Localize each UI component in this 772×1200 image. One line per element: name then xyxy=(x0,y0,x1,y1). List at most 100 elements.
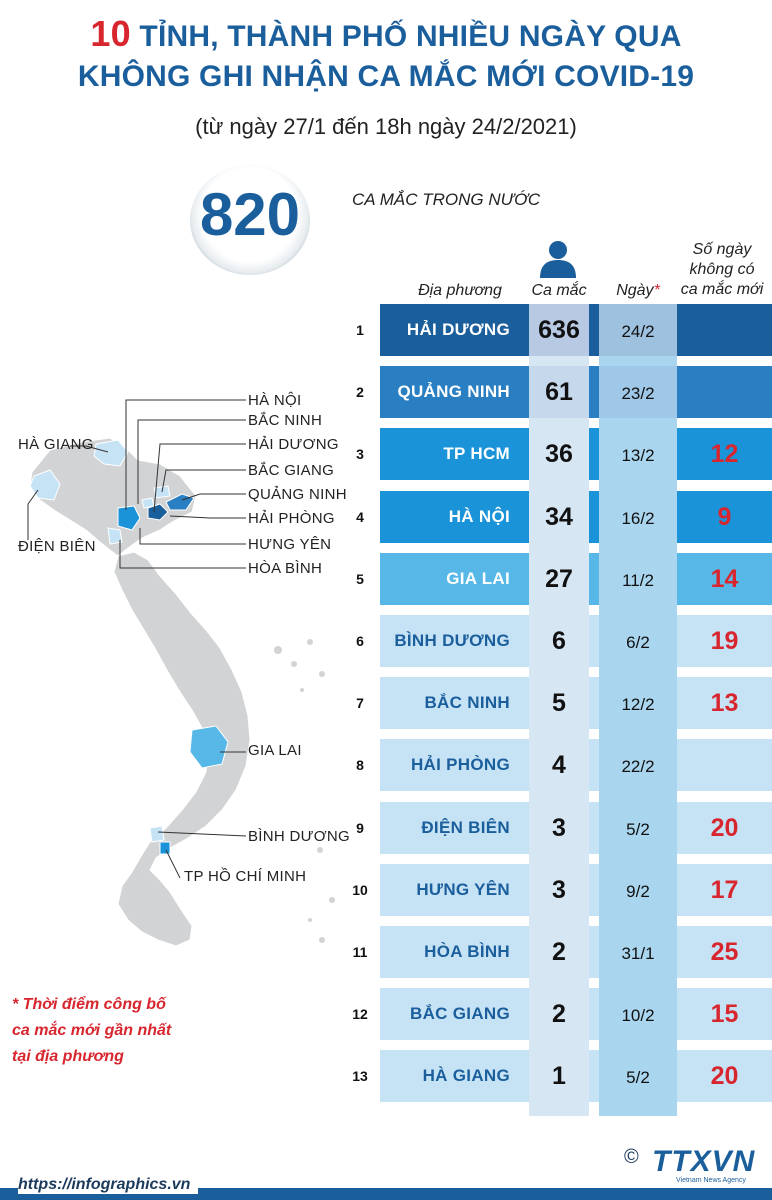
date-cell-bg xyxy=(599,615,677,667)
row-cases: 2 xyxy=(552,938,566,966)
cases-cell-bg xyxy=(529,739,589,791)
ttxvn-logo-sub: Vietnam News Agency xyxy=(676,1177,746,1184)
row-date: 16/2 xyxy=(621,509,655,528)
map-label-hoa-binh: HÒA BÌNH xyxy=(248,560,323,577)
total-label: CA MẮC TRONG NƯỚC xyxy=(352,190,541,209)
date-cell-bg xyxy=(599,428,677,480)
row-date: 13/2 xyxy=(621,446,655,465)
map-label-gia-lai: GIA LAI xyxy=(248,742,302,759)
row-date: 22/2 xyxy=(621,757,655,776)
row-date: 9/2 xyxy=(626,882,650,901)
map-label-dien-bien: ĐIỆN BIÊN xyxy=(18,538,96,555)
row-days-without-cases: 14 xyxy=(710,565,739,593)
cases-cell-bg xyxy=(529,677,589,729)
map-label-ha-noi: HÀ NỘI xyxy=(248,392,302,409)
row-cases: 636 xyxy=(538,316,580,344)
row-name: HÀ NỘI xyxy=(448,507,510,526)
table-row: QUẢNG NINH 61 23/2 xyxy=(380,366,772,418)
row-date: 10/2 xyxy=(621,1006,655,1025)
row-name: BẮC GIANG xyxy=(410,1004,510,1023)
table-row: TP HCM 36 13/2 12 xyxy=(380,428,772,480)
row-cases: 34 xyxy=(545,503,573,531)
ttxvn-logo: TTXVN xyxy=(652,1145,756,1178)
row-cases: 3 xyxy=(552,876,566,904)
map-label-tp-hcm: TP HỒ CHÍ MINH xyxy=(184,868,307,885)
cases-cell-bg xyxy=(529,428,589,480)
table-row: HÀ GIANG 1 5/2 20 xyxy=(380,1050,772,1102)
row-cases: 2 xyxy=(552,1000,566,1028)
row-days-without-cases: 9 xyxy=(717,503,732,531)
table-row: BẮC GIANG 2 10/2 15 xyxy=(380,988,772,1040)
row-date: 5/2 xyxy=(626,1068,650,1087)
cases-cell-bg xyxy=(529,304,589,356)
row-cases: 1 xyxy=(552,1062,566,1090)
row-date: 23/2 xyxy=(621,384,655,403)
cases-cell-bg xyxy=(529,988,589,1040)
row-days-without-cases: 20 xyxy=(710,814,739,842)
total-circle xyxy=(190,165,310,275)
row-cases: 4 xyxy=(552,751,566,779)
row-name: GIA LAI xyxy=(446,569,510,588)
title-number: 10 xyxy=(90,13,131,54)
person-icon xyxy=(540,241,576,278)
row-rank: 1 xyxy=(356,322,364,338)
row-days-without-cases xyxy=(677,304,772,356)
row-days-without-cases: 15 xyxy=(710,1000,739,1028)
row-rank: 9 xyxy=(356,820,364,836)
row-name: HƯNG YÊN xyxy=(416,880,510,899)
date-cell-bg xyxy=(599,802,677,854)
table-row: HÒA BÌNH 2 31/1 25 xyxy=(380,926,772,978)
cases-cell-bg xyxy=(529,615,589,667)
date-cell-bg xyxy=(599,988,677,1040)
table-row: HƯNG YÊN 3 9/2 17 xyxy=(380,864,772,916)
row-rank: 3 xyxy=(356,446,364,462)
cases-cell-bg xyxy=(529,926,589,978)
row-date: 5/2 xyxy=(626,820,650,839)
table-row: HẢI PHÒNG 4 22/2 xyxy=(380,739,772,791)
date-cell-bg xyxy=(599,304,677,356)
row-days-without-cases xyxy=(677,739,772,791)
row-days-without-cases: 17 xyxy=(710,876,739,904)
col-head-ca-mac: Ca mắc xyxy=(531,282,587,299)
row-rank: 7 xyxy=(356,695,364,711)
row-days-without-cases: 13 xyxy=(710,689,739,717)
cases-cell-bg xyxy=(529,553,589,605)
row-date: 6/2 xyxy=(626,633,650,652)
row-rank: 2 xyxy=(356,384,364,400)
title-line2: KHÔNG GHI NHẬN CA MẮC MỚI COVID-19 xyxy=(77,60,695,93)
title-line1: TỈNH, THÀNH PHỐ NHIỀU NGÀY QUA xyxy=(139,20,682,53)
row-cases: 61 xyxy=(545,378,573,406)
date-cell-bg xyxy=(599,677,677,729)
row-cases: 6 xyxy=(552,627,566,655)
row-rank: 5 xyxy=(356,571,364,587)
table-row: GIA LAI 27 11/2 14 xyxy=(380,553,772,605)
vietnam-map xyxy=(27,399,335,947)
row-cases: 36 xyxy=(545,440,573,468)
cases-cell-bg xyxy=(529,802,589,854)
row-days-without-cases: 20 xyxy=(710,1062,739,1090)
date-cell-bg xyxy=(599,864,677,916)
row-rank: 12 xyxy=(352,1006,368,1022)
row-name: BẮC NINH xyxy=(424,693,510,712)
row-days-without-cases xyxy=(677,366,772,418)
date-cell-bg xyxy=(599,739,677,791)
footer-url[interactable]: https://infographics.vn xyxy=(18,1176,199,1194)
row-days-without-cases: 19 xyxy=(710,627,739,655)
row-date: 11/2 xyxy=(622,571,654,590)
row-rank: 13 xyxy=(352,1068,368,1084)
col-head-so-ngay: Số ngày không có ca mắc mới xyxy=(680,241,764,298)
row-rank: 4 xyxy=(356,509,364,525)
row-name: HẢI DƯƠNG xyxy=(406,320,510,339)
table-row: BẮC NINH 5 12/2 13 xyxy=(380,677,772,729)
cases-cell-bg xyxy=(529,491,589,543)
row-date: 24/2 xyxy=(621,322,655,341)
map-label-hai-duong: HẢI DƯƠNG xyxy=(248,436,339,453)
table-row: ĐIỆN BIÊN 3 5/2 20 xyxy=(380,802,772,854)
row-date: 31/1 xyxy=(621,944,655,963)
subtitle: (từ ngày 27/1 đến 18h ngày 24/2/2021) xyxy=(195,114,577,139)
row-name: HÒA BÌNH xyxy=(424,942,510,961)
page-title: 10 TỈNH, THÀNH PHỐ NHIỀU NGÀY QUA KHÔNG … xyxy=(0,14,772,97)
row-days-without-cases: 25 xyxy=(710,938,739,966)
map-label-bac-ninh: BẮC NINH xyxy=(248,412,323,429)
col-head-dia-phuong: Địa phương xyxy=(418,282,502,299)
